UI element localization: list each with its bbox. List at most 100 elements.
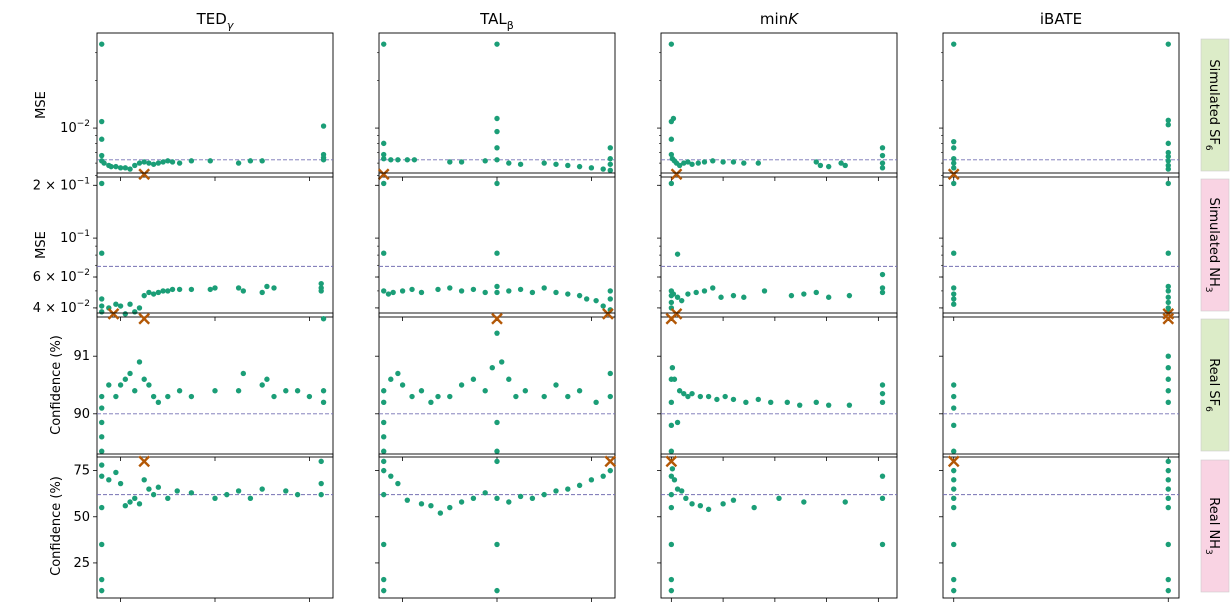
data-point — [388, 376, 394, 382]
data-point — [283, 488, 289, 494]
data-point — [283, 388, 289, 394]
y-axis-label: MSE — [34, 91, 49, 119]
data-point — [522, 388, 529, 394]
data-point — [381, 467, 387, 474]
data-point — [951, 495, 957, 502]
data-point — [155, 289, 162, 296]
row-label: Real NH3 — [1203, 497, 1221, 554]
data-point — [259, 486, 265, 492]
data-point — [264, 283, 270, 290]
data-point — [494, 448, 500, 454]
data-point — [385, 291, 392, 297]
data-point — [670, 115, 677, 122]
data-point — [99, 152, 105, 159]
data-point — [1165, 288, 1171, 294]
data-point — [399, 382, 406, 388]
data-point — [395, 157, 401, 163]
data-point — [127, 370, 133, 377]
data-point — [188, 490, 195, 496]
best-marker — [665, 455, 678, 468]
data-point — [381, 541, 387, 548]
data-point — [132, 162, 138, 169]
data-point — [825, 402, 832, 408]
data-point — [458, 159, 465, 165]
data-point — [150, 491, 157, 498]
data-point — [160, 288, 166, 294]
best-marker — [138, 312, 151, 325]
data-point — [428, 399, 434, 405]
panel — [939, 312, 1180, 461]
data-point — [320, 388, 327, 394]
data-point — [879, 152, 886, 159]
data-point — [529, 495, 536, 502]
data-point — [593, 399, 599, 405]
y-tick-label: 90 — [73, 407, 90, 422]
data-point — [399, 288, 406, 294]
data-point — [846, 402, 853, 408]
data-point — [668, 299, 675, 306]
data-point — [668, 136, 675, 142]
data-point — [743, 399, 749, 405]
panel: 2 × 10−1 10−1 6 × 10−2 4 × 10−2 — [33, 172, 334, 321]
panel: 91 90 — [73, 312, 334, 461]
data-point — [689, 161, 695, 167]
data-point — [607, 467, 613, 474]
panel-frame — [660, 312, 898, 458]
panel-frame — [378, 453, 616, 599]
data-point — [435, 393, 441, 400]
panel: 10−2 — [60, 32, 334, 181]
data-point — [494, 495, 500, 502]
data-point — [176, 160, 183, 166]
data-point — [1165, 467, 1171, 474]
data-point — [235, 160, 242, 166]
data-point — [788, 292, 795, 299]
data-point — [768, 399, 774, 405]
data-point — [951, 504, 957, 511]
data-point — [409, 393, 415, 400]
data-point — [1165, 353, 1171, 359]
best-marker — [665, 312, 678, 325]
data-point — [951, 301, 957, 307]
data-point — [1165, 541, 1171, 548]
data-point — [576, 292, 583, 299]
data-point — [188, 393, 195, 400]
data-point — [169, 286, 176, 293]
data-point — [668, 448, 675, 454]
data-point — [494, 180, 500, 187]
data-point — [951, 291, 957, 297]
data-point — [117, 303, 124, 309]
data-point — [494, 419, 500, 426]
data-point — [207, 286, 213, 293]
data-point — [99, 448, 105, 454]
data-point — [132, 309, 138, 315]
data-point — [1165, 166, 1171, 172]
data-point — [240, 370, 247, 377]
data-point — [761, 288, 768, 294]
data-point — [1165, 283, 1171, 290]
data-point — [381, 288, 387, 294]
data-point — [576, 163, 583, 170]
panel-frame — [660, 172, 898, 318]
data-point — [565, 162, 571, 169]
data-point — [99, 41, 105, 47]
panel-frame — [96, 453, 334, 599]
data-point — [674, 251, 681, 257]
data-point — [235, 285, 242, 291]
data-point — [146, 382, 152, 388]
panel — [657, 32, 898, 181]
data-point — [108, 163, 114, 170]
panel-frame — [96, 172, 334, 318]
data-point — [99, 405, 105, 411]
data-point — [447, 159, 453, 165]
data-point — [517, 161, 524, 167]
data-point — [99, 462, 105, 468]
data-point — [600, 473, 606, 479]
data-point — [588, 477, 595, 483]
data-point — [1165, 305, 1171, 311]
data-point — [306, 393, 313, 400]
row-label-box — [1200, 459, 1230, 593]
best-marker — [604, 455, 617, 468]
data-point — [951, 160, 957, 166]
data-point — [689, 501, 695, 507]
data-point — [499, 359, 505, 365]
